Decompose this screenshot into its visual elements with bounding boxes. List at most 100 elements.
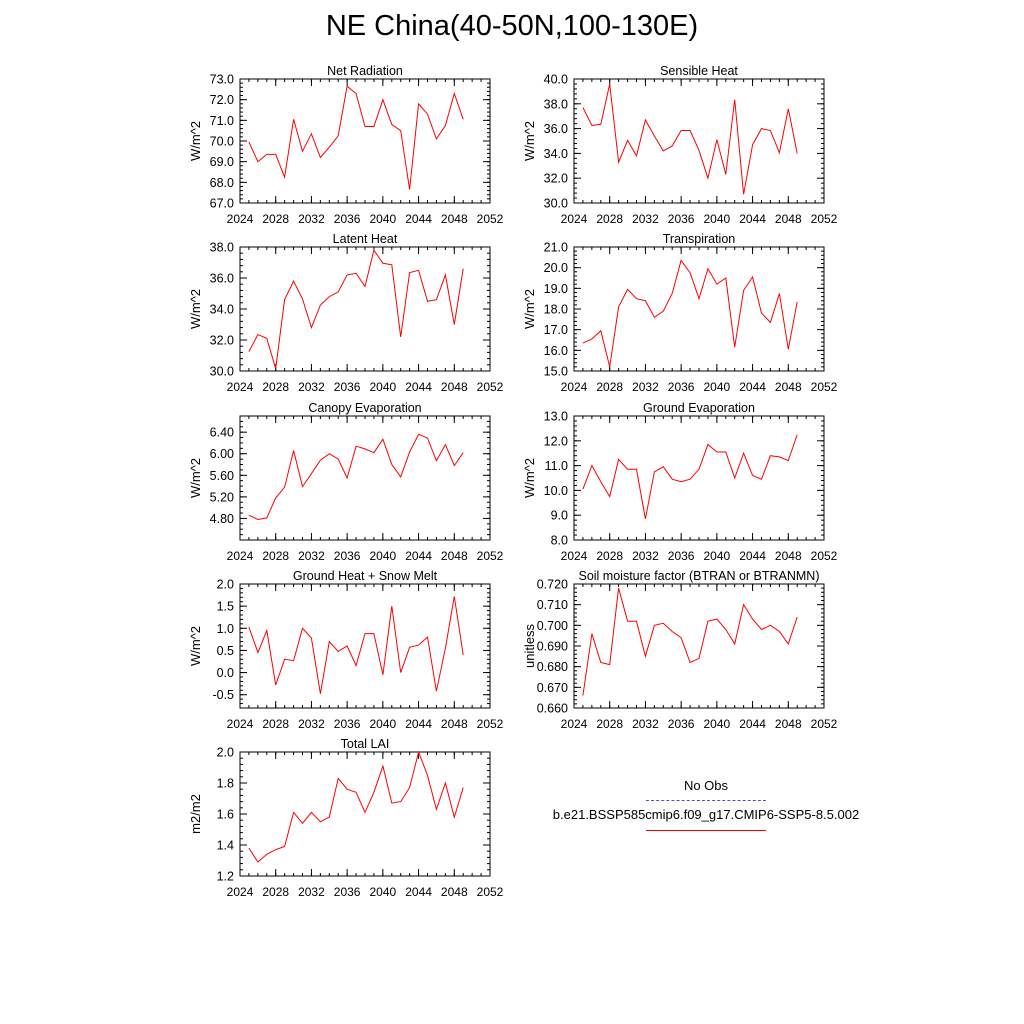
x-tick-label: 2048 bbox=[441, 885, 468, 899]
plot-frame bbox=[239, 78, 491, 204]
data-point bbox=[390, 802, 393, 805]
data-point bbox=[328, 816, 331, 819]
data-point bbox=[581, 694, 584, 697]
data-point bbox=[435, 298, 438, 301]
y-axis-label: W/m^2 bbox=[188, 289, 203, 329]
y-tick-label: 10.0 bbox=[544, 484, 568, 498]
data-point bbox=[346, 85, 349, 88]
x-tick-label: 2048 bbox=[441, 212, 468, 226]
y-axis-label: unitless bbox=[522, 623, 537, 668]
x-tick-label: 2024 bbox=[227, 885, 254, 899]
data-point bbox=[408, 451, 411, 454]
data-point bbox=[644, 517, 647, 520]
x-tick-label: 2024 bbox=[561, 380, 588, 394]
data-point bbox=[742, 603, 745, 606]
y-minor-ticks bbox=[574, 415, 824, 541]
y-tick-label: 1.8 bbox=[217, 777, 234, 791]
data-point bbox=[399, 671, 402, 674]
data-point bbox=[301, 627, 304, 630]
data-point bbox=[453, 816, 456, 819]
x-tick-label: 2032 bbox=[632, 549, 659, 563]
data-point bbox=[372, 632, 375, 635]
data-point bbox=[689, 661, 692, 664]
y-tick-label: 17.0 bbox=[544, 323, 568, 337]
data-point bbox=[778, 455, 781, 458]
x-tick-label: 2044 bbox=[405, 212, 432, 226]
data-point bbox=[426, 437, 429, 440]
data-point bbox=[301, 297, 304, 300]
y-tick-label: 1.2 bbox=[217, 870, 234, 884]
data-point bbox=[599, 329, 602, 332]
panel-title: Ground Evaporation bbox=[643, 401, 755, 415]
y-axis-label: W/m^2 bbox=[522, 458, 537, 498]
data-point bbox=[751, 618, 754, 621]
data-point bbox=[760, 312, 763, 315]
data-point bbox=[462, 451, 465, 454]
x-tick-label: 2028 bbox=[262, 212, 289, 226]
data-point bbox=[662, 465, 665, 468]
y-axis-label: W/m^2 bbox=[188, 121, 203, 161]
x-tick-label: 2048 bbox=[441, 717, 468, 731]
series-line bbox=[582, 259, 798, 368]
y-tick-label: 71.0 bbox=[210, 114, 234, 128]
data-point bbox=[346, 788, 349, 791]
data-point bbox=[417, 644, 420, 647]
y-tick-label: 0.670 bbox=[537, 681, 568, 695]
data-point bbox=[283, 486, 286, 489]
data-point bbox=[337, 290, 340, 293]
data-point bbox=[671, 630, 674, 633]
data-point bbox=[653, 624, 656, 627]
data-point bbox=[337, 650, 340, 653]
data-point bbox=[426, 636, 429, 639]
data-point bbox=[364, 811, 367, 814]
data-point bbox=[301, 485, 304, 488]
data-point bbox=[319, 692, 322, 695]
chart-panel-0: 67.0 68.0 69.0 70.0 71.0 72.0 73.0 2024 2028 2032… bbox=[188, 64, 504, 226]
y-tick-label: 6.00 bbox=[210, 447, 234, 461]
data-point bbox=[590, 338, 593, 341]
data-point bbox=[778, 151, 781, 154]
y-tick-label: 16.0 bbox=[544, 344, 568, 358]
x-tick-label: 2044 bbox=[405, 380, 432, 394]
data-point bbox=[265, 516, 268, 519]
data-point bbox=[453, 595, 456, 598]
data-point bbox=[787, 459, 790, 462]
y-tick-label: 38.0 bbox=[210, 241, 234, 255]
data-point bbox=[310, 132, 313, 135]
data-point bbox=[698, 149, 701, 152]
y-tick-label: 1.0 bbox=[217, 622, 234, 636]
y-tick-label: 1.4 bbox=[217, 839, 234, 853]
data-point bbox=[617, 587, 620, 590]
panel-title: Soil moisture factor (BTRAN or BTRANMN) bbox=[578, 569, 819, 583]
x-tick-label: 2040 bbox=[704, 717, 731, 731]
data-point bbox=[292, 280, 295, 283]
y-tick-label: 34.0 bbox=[210, 303, 234, 317]
data-point bbox=[599, 480, 602, 483]
data-points bbox=[247, 751, 464, 864]
x-tick-label: 2032 bbox=[632, 212, 659, 226]
data-point bbox=[337, 777, 340, 780]
data-point bbox=[247, 141, 250, 144]
y-tick-label: 18.0 bbox=[544, 303, 568, 317]
data-point bbox=[671, 292, 674, 295]
data-point bbox=[274, 684, 277, 687]
x-tick-label: 2036 bbox=[668, 380, 695, 394]
y-tick-label: 2.0 bbox=[217, 578, 234, 592]
data-point bbox=[706, 177, 709, 180]
data-point bbox=[626, 139, 629, 142]
data-point bbox=[635, 468, 638, 471]
x-tick-label: 2044 bbox=[739, 717, 766, 731]
series-line bbox=[248, 750, 464, 863]
data-point bbox=[381, 98, 384, 101]
series-line bbox=[248, 433, 464, 521]
y-tick-label: 30.0 bbox=[210, 365, 234, 379]
y-tick-label: 38.0 bbox=[544, 97, 568, 111]
x-tick-label: 2044 bbox=[405, 717, 432, 731]
data-point bbox=[796, 616, 799, 619]
x-tick-label: 2032 bbox=[298, 212, 325, 226]
data-point bbox=[292, 811, 295, 814]
data-point bbox=[256, 861, 259, 864]
data-point bbox=[462, 653, 465, 656]
data-point bbox=[256, 160, 259, 163]
x-tick-label: 2028 bbox=[262, 549, 289, 563]
